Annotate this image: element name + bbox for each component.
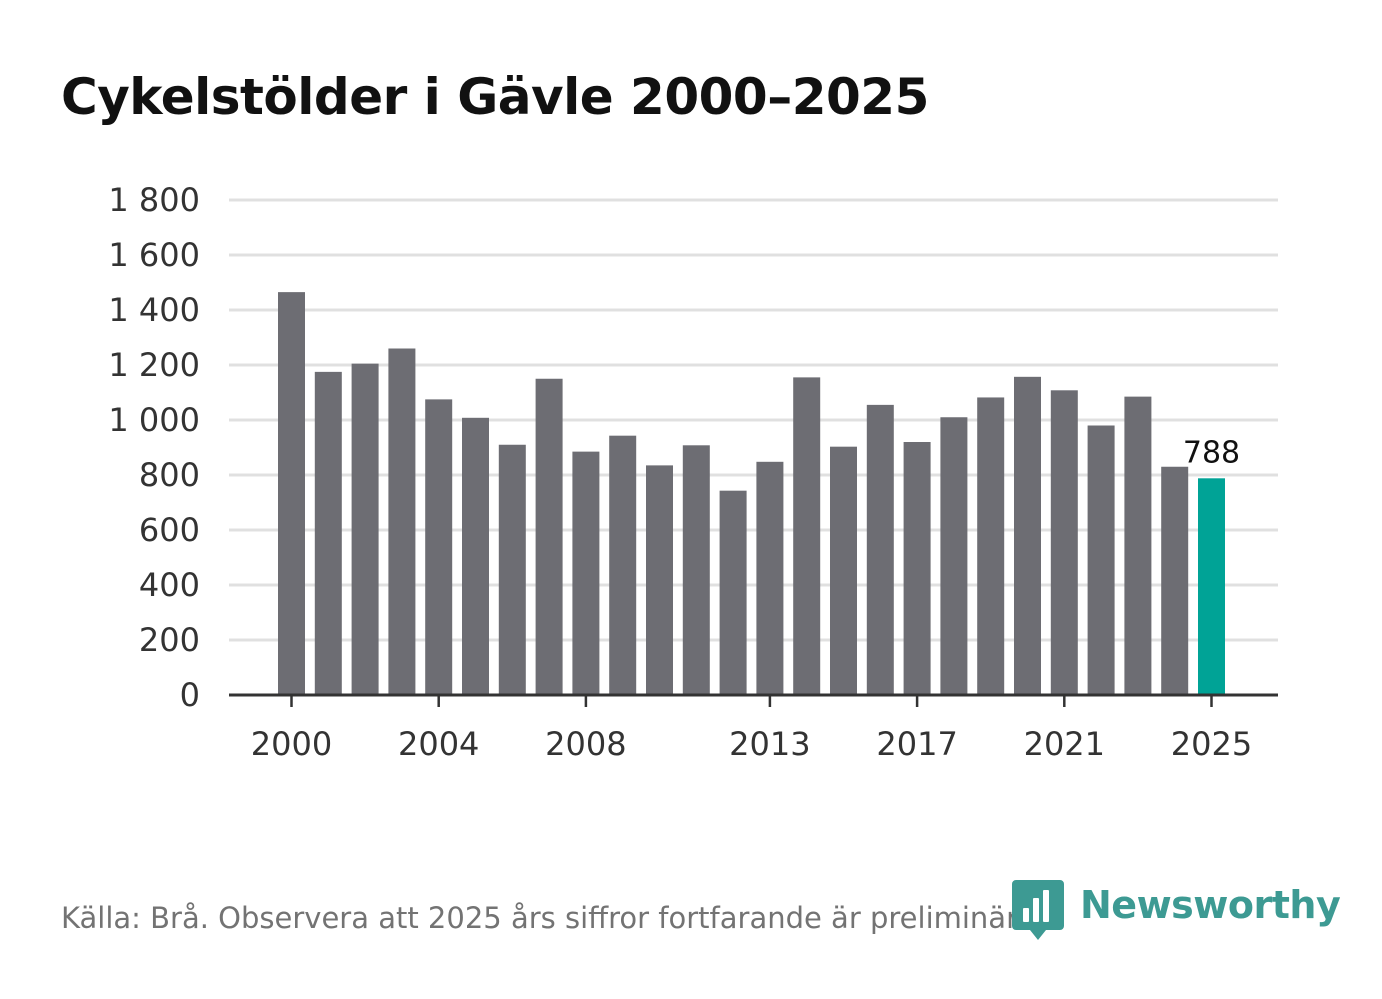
bar-2013: [756, 461, 784, 695]
data-label: 788: [1183, 435, 1240, 470]
newsworthy-logo: Newsworthy: [1012, 878, 1341, 944]
bars: [278, 292, 1225, 695]
bar-2008: [572, 451, 600, 695]
x-tick-label: 2025: [1171, 725, 1252, 763]
bar-2001: [314, 371, 342, 695]
bar-2010: [646, 465, 673, 695]
x-tick-label: 2004: [398, 725, 479, 763]
x-tick-label: 2000: [251, 725, 332, 763]
labels: 0 200 400 600 800 1 000 1 200 1 400 1 600 1 800 78…: [108, 181, 1252, 763]
bar-2012: [719, 490, 747, 695]
bar-2003: [388, 348, 416, 695]
bar-2020: [1014, 376, 1041, 695]
logo-text: Newsworthy: [1080, 883, 1341, 927]
grid-lines: [229, 198, 1278, 642]
bar-2024: [1161, 466, 1189, 695]
y-tick-label: 1 000: [108, 401, 200, 439]
y-tick-label: 800: [139, 456, 200, 494]
bar-2004: [425, 399, 453, 695]
bar-2005: [462, 417, 489, 695]
bar-chart-pin-icon: [1012, 880, 1064, 940]
bar-2000: [278, 292, 305, 695]
x-tick-label: 2017: [876, 725, 957, 763]
bar-2017: [903, 442, 931, 695]
bar-2018: [940, 417, 968, 695]
bar-2023: [1124, 396, 1152, 695]
x-tick-label: 2021: [1024, 725, 1105, 763]
x-tick-label: 2013: [729, 725, 810, 763]
y-tick-label: 1 400: [108, 291, 200, 329]
bar-2011: [682, 445, 710, 695]
y-tick-label: 200: [139, 621, 200, 659]
bar-2014: [793, 377, 821, 695]
y-tick-label: 0: [180, 676, 200, 714]
axes: [229, 693, 1278, 707]
y-tick-label: 1 600: [108, 236, 200, 274]
bar-2025: [1198, 478, 1225, 695]
chart-title: Cykelstölder i Gävle 2000–2025: [61, 68, 929, 126]
y-tick-label: 1 200: [108, 346, 200, 384]
bar-2019: [977, 397, 1005, 695]
bar-2022: [1087, 425, 1115, 695]
y-tick-label: 1 800: [108, 181, 200, 219]
bar-2015: [830, 446, 857, 695]
bar-2006: [498, 444, 526, 695]
y-tick-label: 400: [139, 566, 200, 604]
bar-2007: [535, 378, 563, 695]
bar-2002: [351, 363, 379, 695]
x-tick-label: 2008: [545, 725, 626, 763]
bar-2016: [866, 404, 894, 695]
source-note: Källa: Brå. Observera att 2025 års siffr…: [61, 901, 1045, 935]
bar-2009: [609, 435, 637, 695]
y-tick-label: 600: [139, 511, 200, 549]
bar-2021: [1050, 390, 1078, 695]
